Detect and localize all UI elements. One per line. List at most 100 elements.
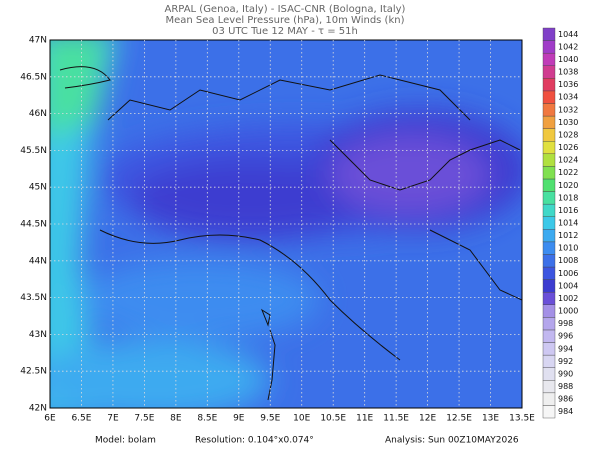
colorbar-cell <box>542 291 556 305</box>
lat-label: 45.5N <box>20 146 47 156</box>
colorbar-label-bg <box>556 292 578 305</box>
colorbar-cell <box>542 279 556 293</box>
lat-label: 44N <box>29 256 47 266</box>
colorbar-label-bg <box>556 380 578 393</box>
lat-label: 42.5N <box>20 367 47 377</box>
colorbar-label: 1042 <box>558 42 578 51</box>
colorbar-label: 988 <box>558 382 573 391</box>
colorbar-cell <box>542 203 556 217</box>
pressure-field <box>50 40 522 408</box>
colorbar-label-bg <box>556 41 578 53</box>
lon-label: 10E <box>293 414 310 424</box>
colorbar-label-bg <box>556 254 578 267</box>
colorbar-cell <box>542 90 556 104</box>
colorbar-label-bg <box>556 141 578 154</box>
lat-label: 42N <box>29 404 47 414</box>
lat-label: 43.5N <box>20 293 47 303</box>
colorbar-cell <box>542 65 556 79</box>
colorbar-cell <box>542 153 556 167</box>
colorbar-cell <box>542 178 556 192</box>
colorbar-label-bg <box>556 242 578 254</box>
colorbar-label-bg <box>556 229 578 242</box>
footer-analysis: Analysis: Sun 00Z10MAY2026 <box>385 436 519 446</box>
colorbar-label-bg <box>556 405 578 418</box>
colorbar-label: 1016 <box>558 206 578 215</box>
colorbar-label-bg <box>556 28 578 41</box>
colorbar-label: 1012 <box>558 231 578 240</box>
colorbar-label-bg <box>556 368 578 380</box>
colorbar-cell <box>542 392 556 406</box>
colorbar-cell <box>542 241 556 255</box>
colorbar-label-bg <box>556 343 578 355</box>
colorbar-cell <box>542 229 556 243</box>
lat-label: 45N <box>29 183 47 193</box>
header-line: 03 UTC Tue 12 MAY - τ = 51h <box>212 26 358 37</box>
colorbar-label-bg <box>556 66 578 78</box>
colorbar-label-bg <box>556 305 578 317</box>
colorbar-label-bg <box>556 154 578 166</box>
colorbar-label-bg <box>556 393 578 405</box>
colorbar-cell <box>542 342 556 356</box>
colorbar-label: 1022 <box>558 168 578 177</box>
colorbar-label: 1010 <box>558 244 578 253</box>
colorbar-label-bg <box>556 267 578 280</box>
colorbar-cell <box>542 52 556 66</box>
lat-label: 44.5N <box>20 220 47 230</box>
colorbar-cell <box>542 266 556 280</box>
footer-resolution: Resolution: 0.104°x0.074° <box>195 436 314 446</box>
colorbar-label: 1026 <box>558 143 578 152</box>
colorbar-label-bg <box>556 166 578 179</box>
lat-label: 47N <box>29 36 47 46</box>
colorbar-label: 1002 <box>558 294 578 303</box>
colorbar-cell <box>542 40 556 54</box>
lon-label: 13E <box>482 414 499 424</box>
colorbar-cell <box>542 166 556 180</box>
colorbar-label-bg <box>556 192 578 204</box>
colorbar-label: 1014 <box>558 219 578 228</box>
colorbar-label: 998 <box>558 319 573 328</box>
colorbar-cell <box>542 141 556 155</box>
lon-label: 9E <box>233 414 245 424</box>
colorbar-cell <box>542 329 556 343</box>
lon-label: 11.5E <box>383 414 409 424</box>
colorbar-label-bg <box>556 280 578 292</box>
colorbar-cell <box>542 367 556 381</box>
colorbar-cell <box>542 354 556 368</box>
header-line: Mean Sea Level Pressure (hPa), 10m Winds… <box>166 15 405 26</box>
colorbar-cell <box>542 27 556 41</box>
colorbar-label-bg <box>556 91 578 103</box>
colorbar-label: 1032 <box>558 105 578 114</box>
colorbar-label-bg <box>556 179 578 192</box>
lon-label: 7.5E <box>134 414 154 424</box>
lat-label: 43N <box>29 330 47 340</box>
colorbar-cell <box>542 115 556 129</box>
colorbar-label: 1004 <box>558 281 578 290</box>
colorbar-cell <box>542 304 556 318</box>
lon-label: 9.5E <box>260 414 280 424</box>
footer-model: Model: bolam <box>95 436 156 446</box>
colorbar-label: 984 <box>558 407 573 416</box>
colorbar-label: 1040 <box>558 55 578 64</box>
colorbar-label-bg <box>556 204 578 217</box>
colorbar-label: 1034 <box>558 93 578 102</box>
colorbar-cell <box>542 103 556 117</box>
colorbar-label-bg <box>556 217 578 229</box>
colorbar-label: 1036 <box>558 80 578 89</box>
colorbar-label: 1008 <box>558 256 578 265</box>
colorbar-label-bg <box>556 53 578 66</box>
colorbar-cell <box>542 380 556 394</box>
colorbar-label-bg <box>556 355 578 368</box>
colorbar-label: 1030 <box>558 118 578 127</box>
colorbar-label: 1018 <box>558 193 578 202</box>
colorbar-label-bg <box>556 78 578 91</box>
lon-label: 8.5E <box>197 414 217 424</box>
lat-label: 46.5N <box>20 72 47 82</box>
colorbar-cell <box>542 254 556 268</box>
lon-label: 10.5E <box>320 414 346 424</box>
colorbar-label-bg <box>556 317 578 330</box>
colorbar-cell <box>542 78 556 92</box>
header-line: ARPAL (Genoa, Italy) - ISAC-CNR (Bologna… <box>165 4 406 15</box>
colorbar-label: 1038 <box>558 68 578 77</box>
